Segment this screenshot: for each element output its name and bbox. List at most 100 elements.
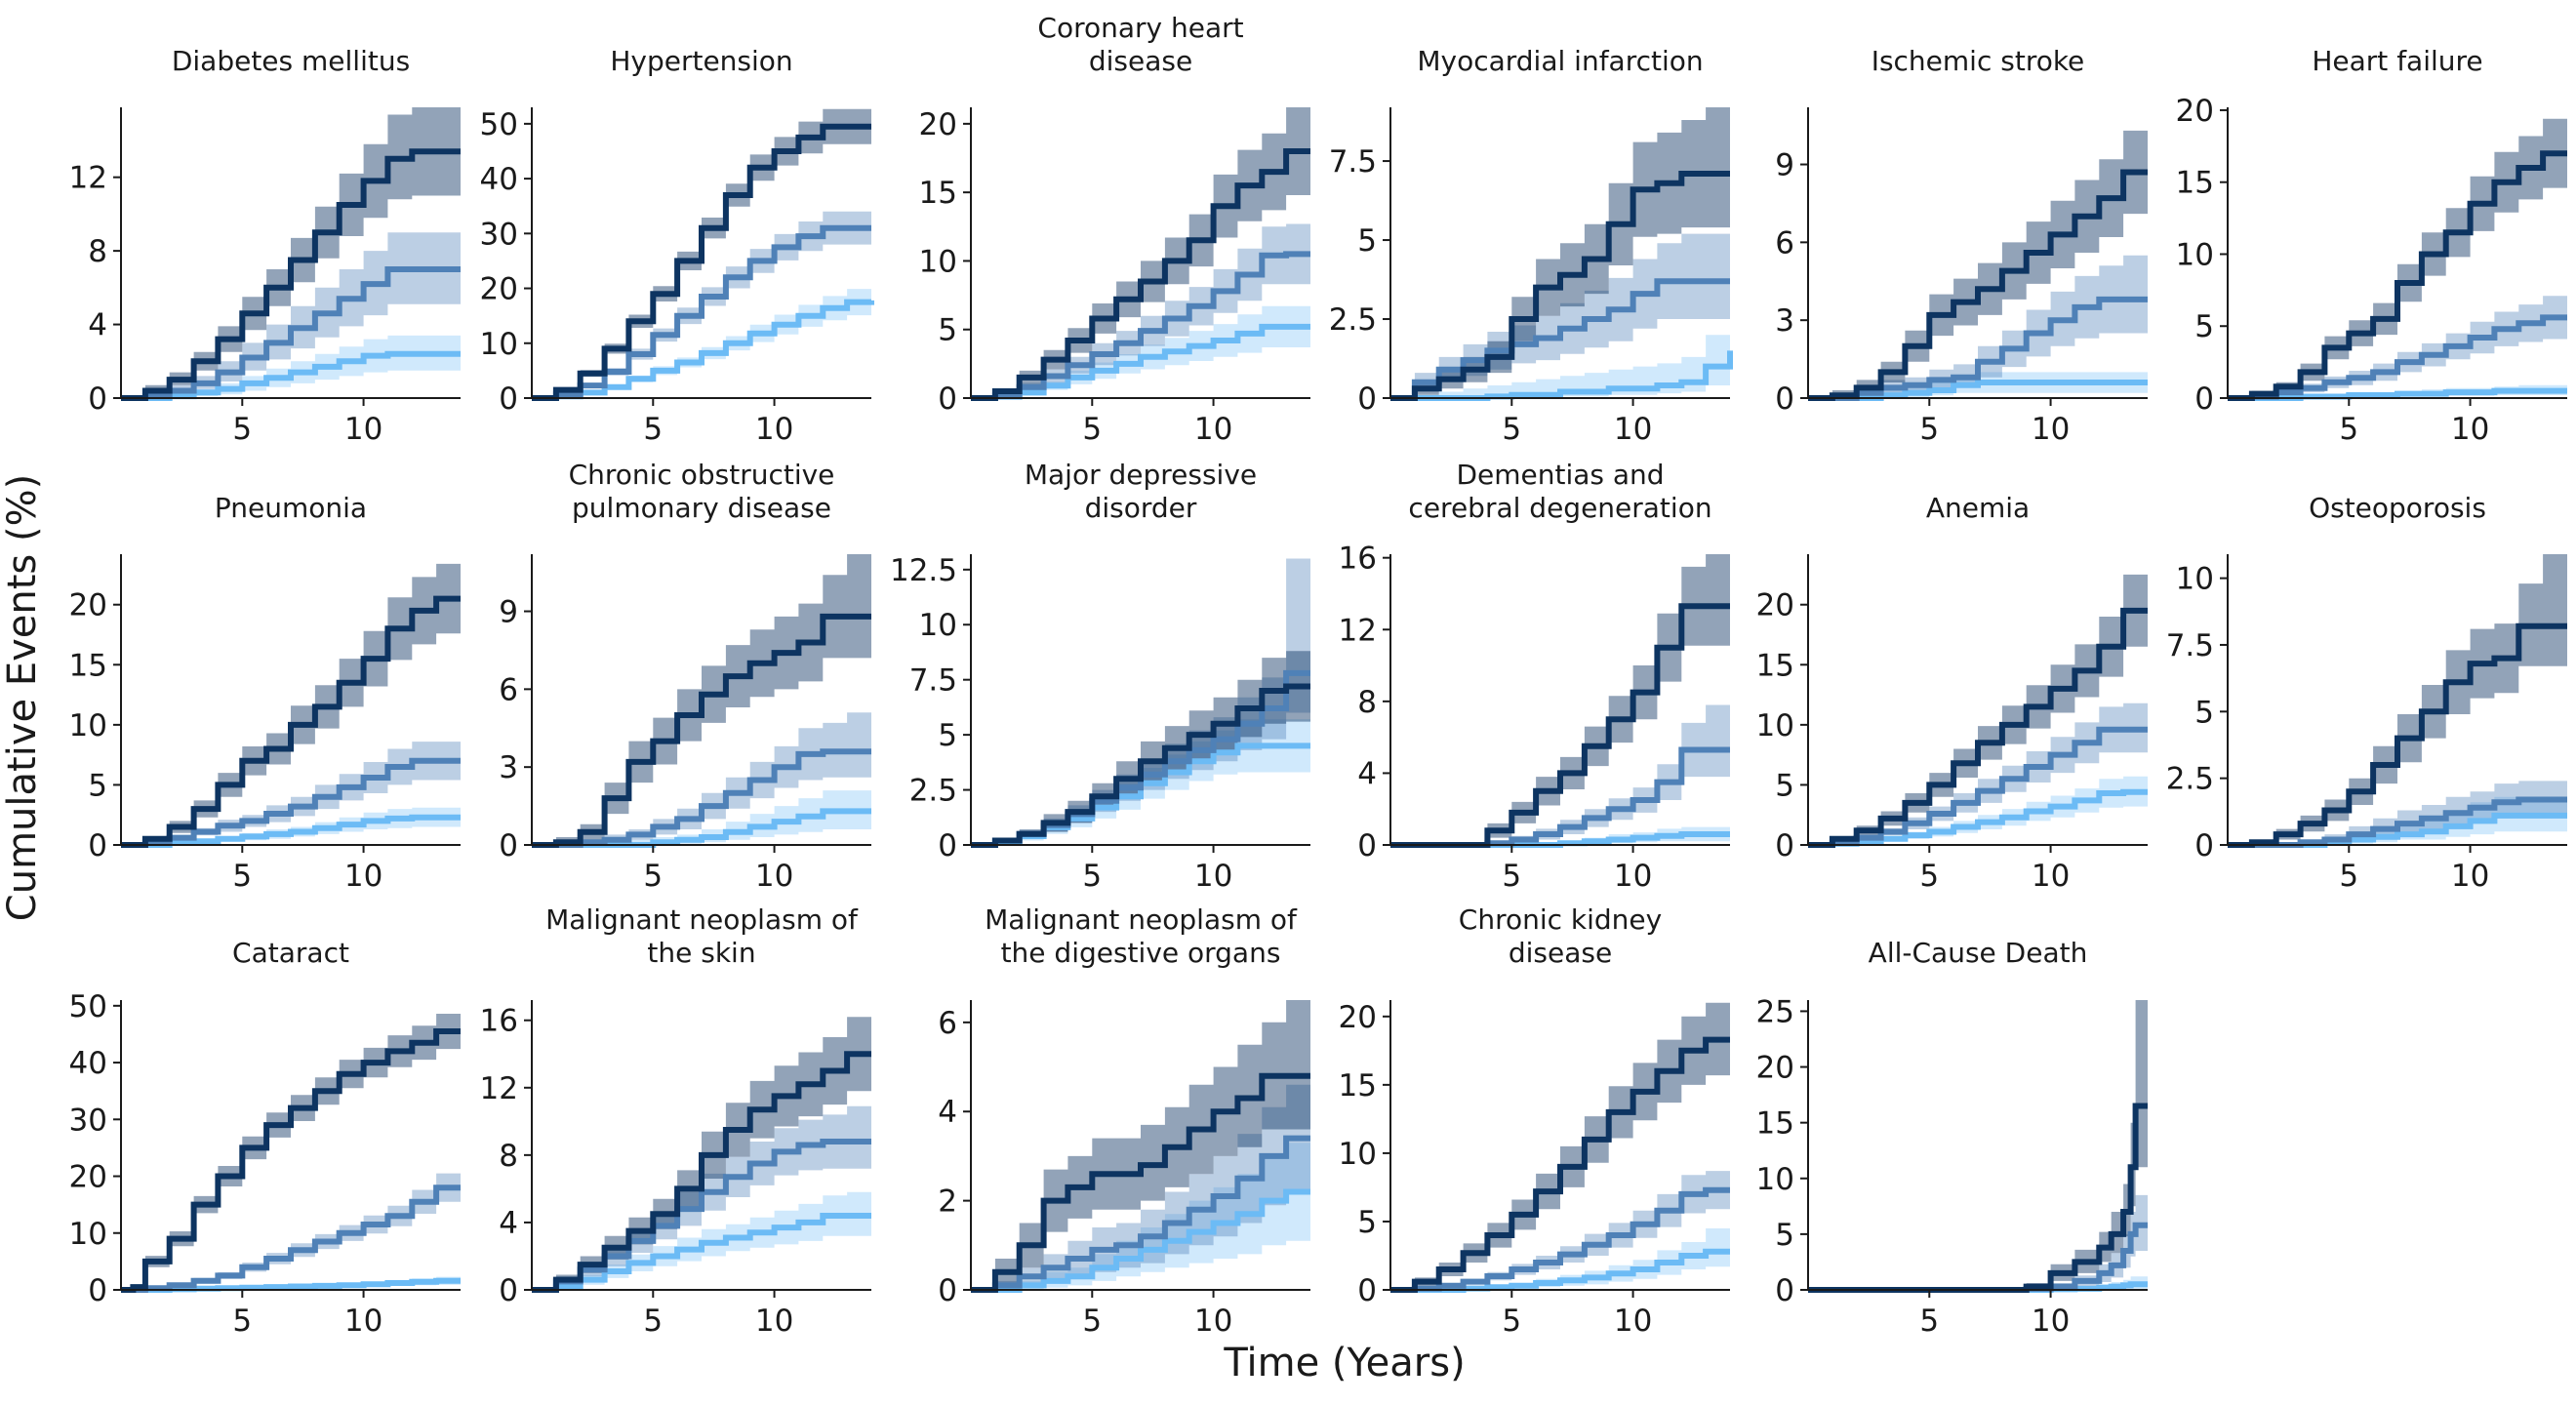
ci-band-series-3 xyxy=(121,807,461,845)
ci-band-series-2 xyxy=(2228,781,2567,845)
panel-title: Heart failure xyxy=(2312,45,2482,77)
step-line-series-2 xyxy=(532,748,871,848)
panel-title: Malignant neoplasm of the skin xyxy=(545,903,859,969)
x-tick-label: 10 xyxy=(755,412,793,447)
x-axis-label: Time (Years) xyxy=(1223,1341,1465,1385)
y-axis-label: Cumulative Events (%) xyxy=(0,474,45,921)
step-line-series-3 xyxy=(971,1188,1310,1293)
y-tick-label: 8 xyxy=(499,1139,518,1174)
ci-band-series-2 xyxy=(1808,702,2148,845)
step-line-series-1 xyxy=(532,123,871,401)
panel-ischemic-stroke: Ischemic stroke 0 3 6 9 5 10 xyxy=(1775,45,2148,447)
panel-title: Dementias and cerebral degeneration xyxy=(1408,459,1711,524)
y-tick-label: 0 xyxy=(938,381,957,417)
y-tick-label: 4 xyxy=(499,1206,518,1241)
y-tick-label: 5 xyxy=(938,718,957,753)
y-tick-label: 4 xyxy=(1357,756,1377,791)
ci-band-series-3 xyxy=(532,790,871,845)
y-tick-label: 20 xyxy=(480,272,518,307)
panels-group: Diabetes mellitus 0 4 8 12 5 10 Hypertension 0 10… xyxy=(69,12,2567,1339)
x-tick-label: 10 xyxy=(755,1304,793,1339)
step-line-series-2 xyxy=(121,757,461,848)
step-line-series-1 xyxy=(2228,622,2567,848)
x-tick-label: 10 xyxy=(344,412,382,447)
y-tick-label: 20 xyxy=(1756,588,1794,623)
step-line-series-1 xyxy=(971,148,1310,401)
panel-title: Chronic obstructive pulmonary disease xyxy=(569,459,835,524)
y-tick-label: 2 xyxy=(938,1184,957,1220)
ci-band-series-2 xyxy=(971,223,1310,398)
x-tick-label: 5 xyxy=(1082,412,1102,447)
y-tick-label: 30 xyxy=(69,1103,107,1138)
y-tick-label: 0 xyxy=(1775,1273,1794,1308)
x-tick-label: 10 xyxy=(2451,859,2489,894)
step-line-series-1 xyxy=(2228,150,2567,401)
step-line-series-1 xyxy=(532,613,871,848)
panel-title: Ischemic stroke xyxy=(1872,45,2085,77)
y-tick-label: 10 xyxy=(2176,237,2214,272)
x-tick-label: 10 xyxy=(1194,1304,1232,1339)
y-tick-label: 0 xyxy=(499,381,518,417)
y-tick-label: 5 xyxy=(88,768,107,803)
y-tick-label: 40 xyxy=(480,162,518,197)
panel-heart-failure: Heart failure 0 5 10 15 20 5 10 xyxy=(2176,45,2567,447)
step-line-series-1 xyxy=(121,148,461,401)
x-tick-label: 5 xyxy=(1919,412,1939,447)
y-tick-label: 12 xyxy=(480,1071,518,1106)
step-line-series-3 xyxy=(1808,788,2148,848)
panel-malignant-neoplasm-of-the-digestive-organs: Malignant neoplasm of the digestive organ… xyxy=(938,903,1310,1339)
ci-band-series-3 xyxy=(532,287,871,398)
y-tick-label: 0 xyxy=(1357,828,1377,863)
ci-band-series-3 xyxy=(121,335,461,398)
panel-title: Major depressive disorder xyxy=(1025,459,1257,524)
panel-title: Coronary heart disease xyxy=(1037,12,1243,77)
y-tick-label: 5 xyxy=(2194,309,2214,344)
panel-title: Malignant neoplasm of the digestive organ… xyxy=(985,903,1298,969)
x-tick-label: 10 xyxy=(2032,412,2070,447)
y-tick-label: 15 xyxy=(2176,166,2214,201)
x-tick-label: 10 xyxy=(2032,1304,2070,1339)
step-line-series-2 xyxy=(121,266,461,401)
x-tick-label: 10 xyxy=(1194,859,1232,894)
y-tick-label: 15 xyxy=(919,176,957,211)
y-tick-label: 15 xyxy=(1756,648,1794,683)
y-tick-label: 2.5 xyxy=(2166,762,2214,797)
y-tick-label: 12 xyxy=(69,161,107,196)
y-tick-label: 20 xyxy=(919,107,957,142)
step-line-series-1 xyxy=(971,683,1310,848)
panel-title: Myocardial infarction xyxy=(1417,45,1703,77)
x-tick-label: 5 xyxy=(643,859,663,894)
y-tick-label: 6 xyxy=(938,1006,957,1041)
y-tick-label: 2.5 xyxy=(909,774,957,809)
y-tick-label: 50 xyxy=(69,989,107,1024)
y-tick-label: 9 xyxy=(499,595,518,630)
y-tick-label: 10 xyxy=(1756,1162,1794,1197)
x-tick-label: 5 xyxy=(1502,1304,1521,1339)
y-tick-label: 20 xyxy=(1756,1051,1794,1086)
step-line-series-2 xyxy=(971,1135,1310,1293)
y-tick-label: 3 xyxy=(1775,303,1794,339)
step-line-series-1 xyxy=(1390,171,1730,401)
y-tick-label: 0 xyxy=(88,381,107,417)
ci-band-series-1 xyxy=(971,1000,1310,1290)
step-line-series-3 xyxy=(121,350,461,401)
step-line-series-1 xyxy=(532,1051,871,1293)
y-tick-label: 12 xyxy=(1339,613,1377,648)
x-tick-label: 5 xyxy=(643,1304,663,1339)
panel-title: Hypertension xyxy=(610,45,792,77)
y-tick-label: 5 xyxy=(1357,1205,1377,1240)
y-tick-label: 0 xyxy=(2194,828,2214,863)
panel-diabetes-mellitus: Diabetes mellitus 0 4 8 12 5 10 xyxy=(69,45,461,447)
x-tick-label: 10 xyxy=(2451,412,2489,447)
x-tick-label: 5 xyxy=(2339,412,2358,447)
y-tick-label: 15 xyxy=(1756,1106,1794,1142)
step-line-series-1 xyxy=(1808,169,2148,401)
panel-title: Cataract xyxy=(232,937,349,969)
step-line-series-2 xyxy=(1808,726,2148,848)
panel-coronary-heart-disease: Coronary heart disease 0 5 10 15 20 5 10 xyxy=(919,12,1310,447)
ci-band-series-1 xyxy=(121,554,461,845)
ci-band-series-2 xyxy=(1390,233,1730,398)
panel-title: Diabetes mellitus xyxy=(172,45,410,77)
y-tick-label: 9 xyxy=(1775,148,1794,183)
